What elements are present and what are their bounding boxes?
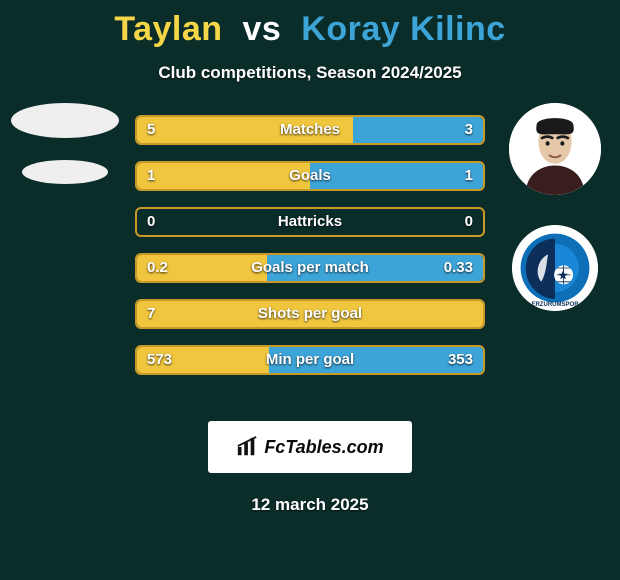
stat-row: 573353Min per goal	[135, 345, 485, 375]
stat-right-value: 353	[448, 347, 473, 373]
stat-bars: 53Matches11Goals00Hattricks0.20.33Goals …	[135, 115, 485, 391]
comparison-content: ERZURUMSPOR 53Matches11Goals00Hattricks0…	[0, 115, 620, 405]
player2-column: ERZURUMSPOR	[495, 103, 615, 311]
bars-icon	[236, 436, 258, 458]
stat-left-value: 573	[147, 347, 172, 373]
player1-column	[5, 103, 125, 184]
stat-left-value: 7	[147, 301, 155, 327]
stat-right-value: 0.33	[444, 255, 473, 281]
player1-portrait-placeholder	[11, 103, 119, 138]
player2-club-logo: ERZURUMSPOR	[512, 225, 598, 311]
stat-right-value: 0	[465, 209, 473, 235]
bar-left-fill	[137, 301, 483, 327]
player2-portrait	[509, 103, 601, 195]
subtitle: Club competitions, Season 2024/2025	[0, 63, 620, 83]
stat-row: 0 0Hattricks	[135, 207, 485, 237]
player1-name: Taylan	[114, 10, 222, 48]
watermark: FcTables.com	[208, 421, 412, 473]
player1-club-placeholder	[22, 160, 108, 184]
club-badge-icon: ERZURUMSPOR	[512, 225, 598, 311]
bar-right-fill	[310, 163, 483, 189]
watermark-text: FcTables.com	[264, 437, 383, 458]
stat-row: 11Goals	[135, 161, 485, 191]
comparison-date: 12 march 2025	[0, 495, 620, 515]
person-icon	[509, 103, 601, 195]
bar-left-fill	[137, 117, 353, 143]
stat-left-value: 0.2	[147, 255, 168, 281]
stat-right-value: 1	[465, 163, 473, 189]
stat-row: 53Matches	[135, 115, 485, 145]
stat-right-value: 3	[465, 117, 473, 143]
player2-name: Koray Kilinc	[301, 10, 505, 48]
stat-left-value: 0	[147, 209, 155, 235]
bar-left-fill	[137, 163, 310, 189]
vs-text: vs	[242, 10, 281, 48]
svg-text:ERZURUMSPOR: ERZURUMSPOR	[531, 302, 579, 308]
stat-row: 0.20.33Goals per match	[135, 253, 485, 283]
comparison-title: Taylan vs Koray Kilinc	[0, 0, 620, 49]
stat-label: Hattricks	[137, 209, 483, 235]
stat-row: 7Shots per goal	[135, 299, 485, 329]
stat-left-value: 1	[147, 163, 155, 189]
bar-right-fill	[353, 117, 483, 143]
stat-left-value: 5	[147, 117, 155, 143]
